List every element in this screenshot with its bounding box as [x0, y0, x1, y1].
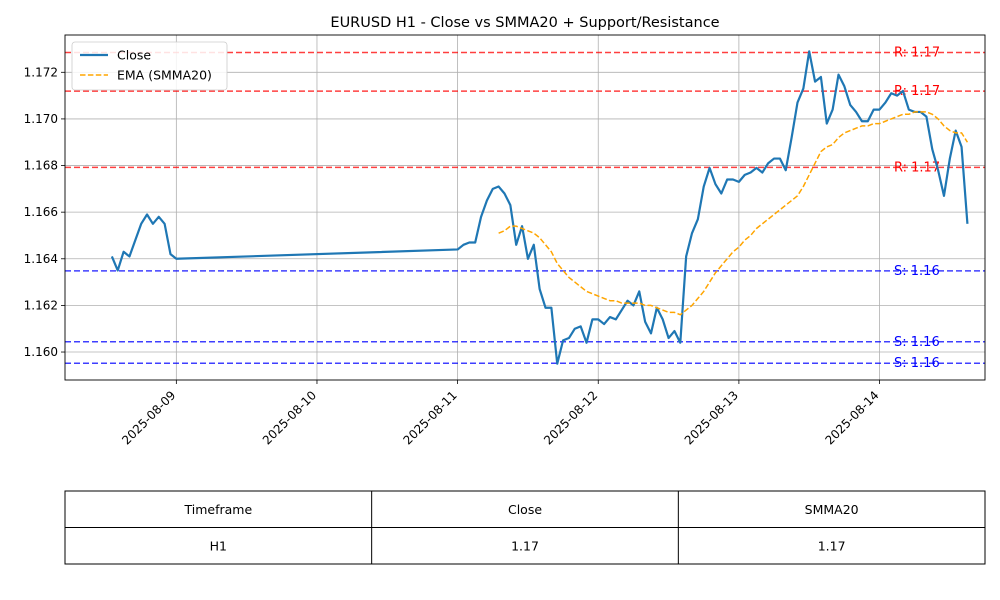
- support-level-label: S: 1.16: [894, 356, 940, 371]
- table-cell: 1.17: [818, 538, 846, 553]
- close-series-line: [110, 50, 969, 365]
- x-tick-label: 2025-08-11: [401, 388, 460, 447]
- x-tick-label: 2025-08-14: [822, 388, 881, 447]
- legend-box: [71, 41, 228, 91]
- resistance-level-label: R: 1.17: [894, 84, 940, 99]
- legend-label: Close: [117, 48, 151, 63]
- x-tick-label: 2025-08-10: [260, 388, 319, 447]
- plot-frame: [64, 34, 986, 381]
- y-tick-label: 1.166: [24, 205, 58, 219]
- table-cell: 1.17: [511, 538, 539, 553]
- y-tick-label: 1.168: [24, 159, 58, 173]
- table-header-cell: SMMA20: [805, 502, 859, 517]
- resistance-level-label: R: 1.17: [894, 45, 940, 60]
- support-level-label: S: 1.16: [894, 335, 940, 350]
- legend-label: EMA (SMMA20): [117, 68, 212, 83]
- summary-table: Timeframe Close SMMA20 H1 1.17 1.17: [64, 490, 986, 565]
- legend: Close EMA (SMMA20): [71, 41, 228, 91]
- table-cell: H1: [210, 538, 227, 553]
- y-tick-label: 1.170: [24, 112, 58, 126]
- smma20-series-line: [498, 111, 969, 316]
- x-tick-label: 2025-08-12: [541, 388, 600, 447]
- x-tick-label: 2025-08-13: [682, 388, 741, 447]
- y-tick-label: 1.172: [24, 65, 58, 79]
- y-tick-label: 1.162: [24, 298, 58, 312]
- y-tick-label: 1.160: [24, 345, 58, 359]
- resistance-level-label: R: 1.17: [894, 160, 940, 175]
- plot-area: 1.160 1.162 1.164 1.166 1.168 1.170 1.172 2025-…: [24, 34, 986, 447]
- y-tick-label: 1.164: [24, 252, 58, 266]
- x-tick-label: 2025-08-09: [119, 388, 178, 447]
- table-header-cell: Close: [508, 502, 542, 517]
- table-header-cell: Timeframe: [183, 502, 252, 517]
- chart-title: EURUSD H1 - Close vs SMMA20 + Support/Re…: [330, 15, 719, 31]
- support-level-label: S: 1.16: [894, 264, 940, 279]
